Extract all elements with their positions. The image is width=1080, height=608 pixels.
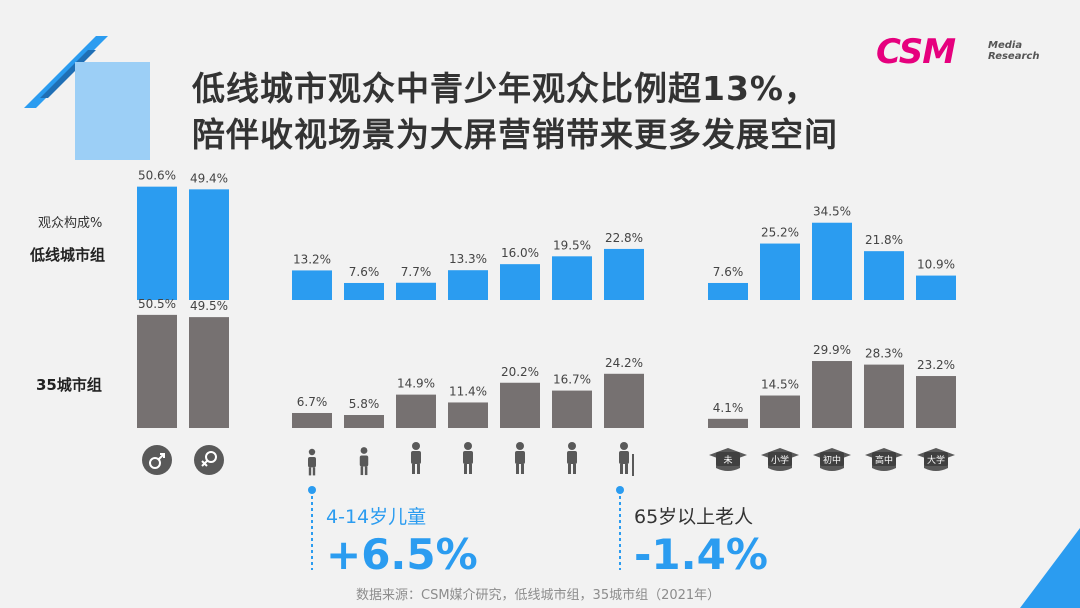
bar-education-s0-1 xyxy=(760,243,800,300)
header-decoration xyxy=(24,36,150,160)
page-title: 低线城市观众中青少年观众比例超13%， 陪伴收视场景为大屏营销带来更多发展空间 xyxy=(192,66,838,158)
data-label-age-s0-5: 19.5% xyxy=(553,238,591,252)
male-symbol-icon-0 xyxy=(142,445,172,475)
data-label-education-s0-3: 21.8% xyxy=(865,233,903,247)
group-label-35-city: 35城市组 xyxy=(36,376,102,394)
female-symbol-icon-1 xyxy=(194,445,224,475)
teen-icon-1 xyxy=(359,447,369,476)
bar-age-s0-0 xyxy=(292,270,332,300)
bar-gender-s0-0 xyxy=(137,186,177,300)
data-label-age-s1-5: 16.7% xyxy=(553,373,591,387)
middle-aged-woman-icon-5 xyxy=(567,442,577,474)
bar-age-s1-0 xyxy=(292,412,332,428)
grad-cap-icon-2: 初中 xyxy=(813,448,851,471)
title-line-1: 低线城市观众中青少年观众比例超13%， xyxy=(192,69,818,108)
svg-text:大学: 大学 xyxy=(927,454,945,466)
data-label-age-s1-3: 11.4% xyxy=(449,384,487,398)
bar-education-s1-4 xyxy=(916,376,956,428)
grad-cap-icon-3: 高中 xyxy=(865,448,903,471)
bar-age-s1-4 xyxy=(500,382,540,428)
data-label-age-s0-0: 13.2% xyxy=(293,252,331,266)
bar-gender-s0-1 xyxy=(189,189,229,300)
child-icon-0 xyxy=(308,448,316,476)
svg-text:初中: 初中 xyxy=(823,454,841,466)
bar-education-s1-1 xyxy=(760,395,800,428)
callout-children-value: +6.5% xyxy=(326,530,478,579)
composition-label: 观众构成% xyxy=(38,216,103,231)
bar-age-s0-5 xyxy=(552,256,592,300)
logo-sub-line-2: Research xyxy=(988,51,1040,62)
bar-gender-s1-1 xyxy=(189,317,229,428)
data-label-age-s1-4: 20.2% xyxy=(501,365,539,379)
bar-age-s1-1 xyxy=(344,415,384,428)
csm-logo: CSM Media Research xyxy=(876,32,1039,72)
bar-age-s0-3 xyxy=(448,270,488,300)
grad-cap-icon-4: 大学 xyxy=(917,448,955,471)
bar-education-s0-0 xyxy=(708,282,748,300)
bar-education-s1-3 xyxy=(864,364,904,428)
bar-age-s1-6 xyxy=(604,373,644,428)
data-source: 数据来源：CSM媒介研究，低线城市组，35城市组（2021年） xyxy=(356,588,721,603)
data-label-education-s1-1: 14.5% xyxy=(761,378,799,392)
bar-age-s1-5 xyxy=(552,390,592,428)
data-label-age-s0-4: 16.0% xyxy=(501,246,539,260)
data-label-gender-s0-0: 50.6% xyxy=(138,169,176,183)
data-label-age-s0-3: 13.3% xyxy=(449,252,487,266)
data-label-age-s1-2: 14.9% xyxy=(397,377,435,391)
bar-age-s0-6 xyxy=(604,248,644,300)
data-label-gender-s1-0: 50.5% xyxy=(138,297,176,311)
data-label-education-s1-2: 29.9% xyxy=(813,343,851,357)
data-label-age-s1-1: 5.8% xyxy=(349,397,380,411)
data-label-age-s1-6: 24.2% xyxy=(605,356,643,370)
bar-education-s0-4 xyxy=(916,275,956,300)
callout-line-children xyxy=(308,486,316,570)
bar-education-s1-2 xyxy=(812,361,852,428)
grad-cap-icon-0: 未 xyxy=(709,448,747,471)
data-label-education-s0-2: 34.5% xyxy=(813,205,851,219)
data-label-education-s1-0: 4.1% xyxy=(713,401,744,415)
adult-woman-icon-4 xyxy=(515,442,525,474)
callout-elderly-label: 65岁以上老人 xyxy=(634,506,754,528)
young-man-icon-2 xyxy=(411,442,421,474)
bar-education-s0-2 xyxy=(812,222,852,300)
adult-man-icon-3 xyxy=(463,442,473,474)
logo-brand: CSM xyxy=(876,32,956,72)
data-label-education-s0-1: 25.2% xyxy=(761,226,799,240)
title-line-2: 陪伴收视场景为大屏营销带来更多发展空间 xyxy=(192,115,838,154)
grad-cap-icon-1: 小学 xyxy=(761,448,799,471)
callout-elderly-value: -1.4% xyxy=(634,530,768,579)
data-label-education-s0-4: 10.9% xyxy=(917,258,955,272)
bar-age-s1-3 xyxy=(448,402,488,428)
bar-age-s0-1 xyxy=(344,282,384,300)
data-label-education-s1-3: 28.3% xyxy=(865,347,903,361)
bar-age-s0-2 xyxy=(396,282,436,300)
data-label-gender-s1-1: 49.5% xyxy=(190,299,228,313)
callout-line-elderly xyxy=(616,486,624,570)
bar-gender-s1-0 xyxy=(137,314,177,428)
bar-education-s0-3 xyxy=(864,251,904,300)
elderly-person-icon-6 xyxy=(619,442,634,476)
data-label-age-s0-2: 7.7% xyxy=(401,265,432,279)
data-label-age-s1-0: 6.7% xyxy=(297,395,328,409)
callout-children-label: 4-14岁儿童 xyxy=(326,506,427,528)
data-label-age-s0-1: 7.6% xyxy=(349,265,380,279)
logo-sub-line-1: Media xyxy=(988,40,1023,51)
corner-decoration xyxy=(1020,528,1080,608)
data-label-age-s0-6: 22.8% xyxy=(605,231,643,245)
svg-text:高中: 高中 xyxy=(875,454,893,466)
group-label-low-tier: 低线城市组 xyxy=(30,246,106,264)
svg-text:未: 未 xyxy=(723,454,732,466)
data-label-education-s1-4: 23.2% xyxy=(917,358,955,372)
logo-sub: Media Research xyxy=(988,40,1039,62)
svg-text:小学: 小学 xyxy=(771,454,789,466)
bar-age-s1-2 xyxy=(396,394,436,428)
bar-education-s1-0 xyxy=(708,418,748,428)
bar-age-s0-4 xyxy=(500,264,540,300)
data-label-gender-s0-1: 49.4% xyxy=(190,171,228,185)
data-label-education-s0-0: 7.6% xyxy=(713,265,744,279)
